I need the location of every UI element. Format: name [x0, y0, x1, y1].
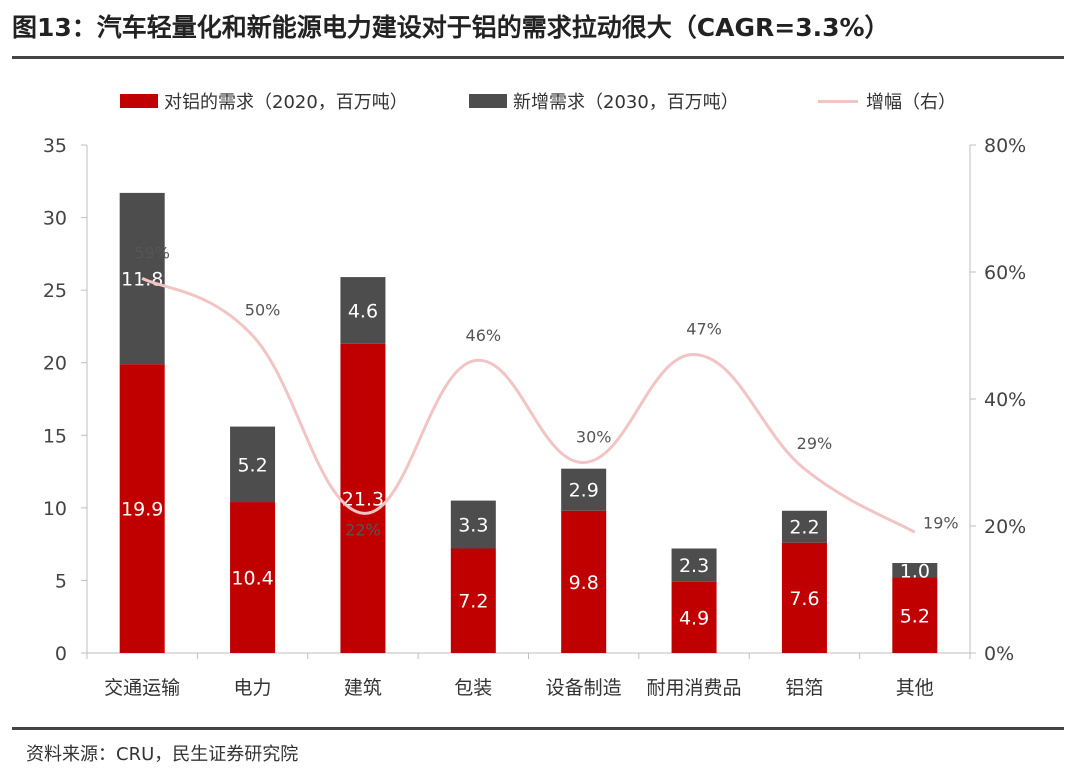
- data-label-new-2030: 5.2: [237, 454, 267, 476]
- data-label-new-2030: 4.6: [348, 300, 378, 322]
- data-label-demand-2020: 7.6: [789, 588, 819, 610]
- source-note: 资料来源：CRU，民生证券研究院: [26, 744, 299, 765]
- bar-new-2030: [892, 563, 938, 578]
- y-tick-label: 15: [43, 425, 67, 447]
- data-label-demand-2020: 19.9: [121, 499, 163, 521]
- growth-label: 29%: [797, 434, 833, 453]
- growth-label: 50%: [245, 301, 281, 320]
- bar-new-2030: [561, 468, 607, 511]
- bar-demand-2020: [781, 542, 827, 653]
- legend-label-new-2030: 新增需求（2030，百万吨）: [513, 92, 739, 113]
- legend-label-growth: 增幅（右）: [866, 92, 956, 113]
- bar-demand-2020: [671, 581, 717, 653]
- title-rule: [12, 56, 1064, 59]
- y-tick-label: 30: [43, 208, 67, 230]
- y2-tick-label: 80%: [984, 135, 1026, 157]
- x-tick-label: 铝箔: [785, 677, 823, 699]
- data-label-new-2030: 3.3: [458, 515, 488, 537]
- bar-new-2030: [671, 548, 717, 582]
- growth-label: 46%: [466, 326, 502, 345]
- legend-swatch-growth: [818, 99, 858, 103]
- x-tick-label: 耐用消费品: [647, 677, 742, 699]
- data-label-demand-2020: 5.2: [900, 605, 930, 627]
- data-label-demand-2020: 9.8: [569, 572, 599, 594]
- bottom-rule: [12, 727, 1064, 730]
- data-label-new-2030: 2.9: [569, 480, 599, 502]
- y-tick-label: 35: [43, 135, 67, 157]
- data-label-new-2030: 1.0: [900, 560, 930, 582]
- growth-label: 30%: [576, 428, 612, 447]
- data-label-new-2030: 2.2: [789, 517, 819, 539]
- data-label-demand-2020: 4.9: [679, 607, 709, 629]
- x-tick-label: 其他: [896, 677, 934, 699]
- x-tick-label: 包装: [454, 677, 492, 699]
- y2-tick-label: 40%: [984, 389, 1026, 411]
- legend-swatch-new-2030: [469, 94, 507, 108]
- y-tick-label: 0: [55, 643, 67, 665]
- y-tick-label: 25: [43, 280, 67, 302]
- bar-demand-2020: [230, 502, 276, 653]
- x-tick-label: 设备制造: [546, 677, 622, 699]
- bar-new-2030: [781, 510, 827, 543]
- bar-new-2030: [230, 426, 276, 503]
- y-tick-label: 10: [43, 498, 67, 520]
- x-tick-label: 电力: [234, 677, 272, 699]
- legend-item-growth: 增幅（右）: [818, 87, 956, 115]
- y-tick-label: 5: [55, 570, 67, 592]
- data-label-demand-2020: 7.2: [458, 591, 488, 613]
- growth-label: 22%: [345, 520, 381, 539]
- x-tick-label: 建筑: [344, 677, 382, 699]
- growth-label: 19%: [923, 513, 959, 532]
- data-label-demand-2020: 10.4: [231, 568, 273, 590]
- y2-tick-label: 0%: [984, 643, 1014, 665]
- data-label-new-2030: 2.3: [679, 555, 709, 577]
- bar-demand-2020: [119, 364, 165, 653]
- y2-tick-label: 60%: [984, 262, 1026, 284]
- bar-new-2030: [450, 500, 496, 549]
- bar-demand-2020: [892, 577, 938, 653]
- legend: 对铝的需求（2020，百万吨） 新增需求（2030，百万吨） 增幅（右）: [0, 87, 1080, 115]
- growth-line: [141, 277, 916, 534]
- legend-swatch-demand-2020: [120, 94, 158, 108]
- chart-title: 图13：汽车轻量化和新能源电力建设对于铝的需求拉动很大（CAGR=3.3%）: [12, 13, 890, 42]
- bar-demand-2020: [561, 510, 607, 653]
- bar-demand-2020: [340, 343, 386, 653]
- legend-item-new-2030: 新增需求（2030，百万吨）: [469, 87, 739, 115]
- y2-tick-label: 20%: [984, 516, 1026, 538]
- legend-item-demand-2020: 对铝的需求（2020，百万吨）: [120, 87, 408, 115]
- bar-demand-2020: [450, 548, 496, 653]
- data-label-demand-2020: 21.3: [342, 488, 384, 510]
- growth-label: 59%: [134, 243, 170, 262]
- bar-new-2030: [340, 277, 386, 344]
- x-tick-label: 交通运输: [104, 677, 180, 699]
- y-tick-label: 20: [43, 353, 67, 375]
- growth-label: 47%: [686, 320, 722, 339]
- legend-label-demand-2020: 对铝的需求（2020，百万吨）: [164, 92, 408, 113]
